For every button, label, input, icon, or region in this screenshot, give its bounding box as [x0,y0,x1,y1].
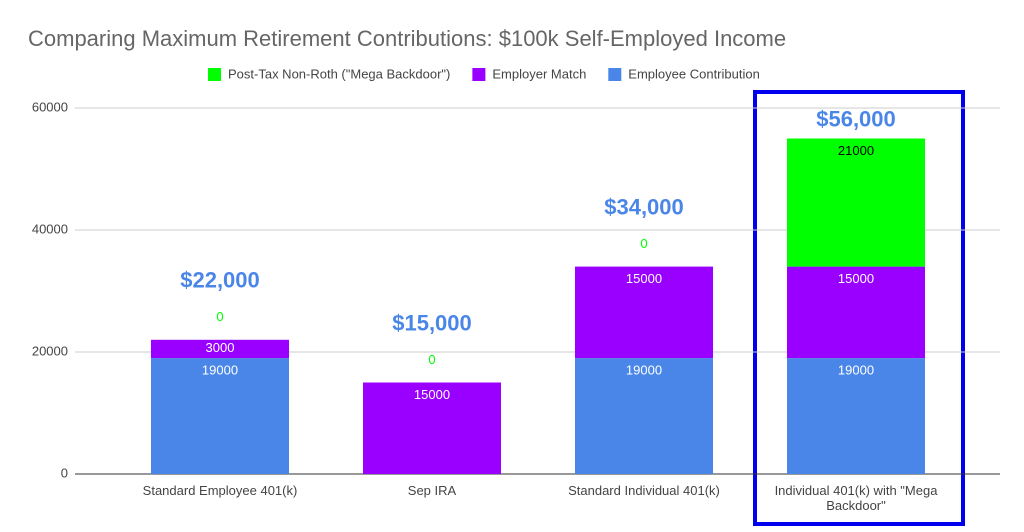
data-label: 15000 [838,271,874,286]
x-tick-label: Sep IRA [407,483,457,498]
bar-segment [787,358,925,474]
chart-title: Comparing Maximum Retirement Contributio… [28,26,786,51]
data-label: 19000 [626,363,662,378]
legend-label: Post-Tax Non-Roth ("Mega Backdoor") [228,66,450,81]
data-label: 19000 [838,363,874,378]
bar-segment [575,266,713,359]
data-label: 15000 [414,387,450,402]
total-label: $34,000 [604,194,684,219]
data-label: 15000 [626,271,662,286]
legend-swatch [608,68,622,81]
x-tick-label: Standard Individual 401(k) [568,483,720,498]
bar-segment [787,266,925,359]
legend-label: Employer Match [492,66,586,81]
bar-segment [363,382,501,474]
data-label: 21000 [838,143,874,158]
data-label: 0 [640,236,647,251]
y-tick-label: 60000 [32,99,68,114]
total-label: $56,000 [816,106,896,131]
bar-segment [787,138,925,267]
x-tick-label: Standard Employee 401(k) [142,483,298,498]
bar-segment [575,358,713,474]
total-label: $15,000 [392,310,472,335]
data-label: 3000 [206,340,235,355]
y-tick-label: 0 [61,465,68,480]
bar-segment [151,339,289,359]
highlight-box [753,90,965,526]
bar-segment [151,358,289,474]
y-tick-label: 40000 [32,221,68,236]
data-label: 0 [428,352,435,367]
legend-label: Employee Contribution [628,66,760,81]
x-tick-label: Individual 401(k) with "Mega Backdoor" [774,483,938,513]
legend-swatch [472,68,486,81]
data-label: 19000 [202,363,238,378]
legend-swatch [208,68,221,81]
y-tick-label: 20000 [32,343,68,358]
total-label: $22,000 [180,268,260,293]
data-label: 0 [216,309,223,324]
